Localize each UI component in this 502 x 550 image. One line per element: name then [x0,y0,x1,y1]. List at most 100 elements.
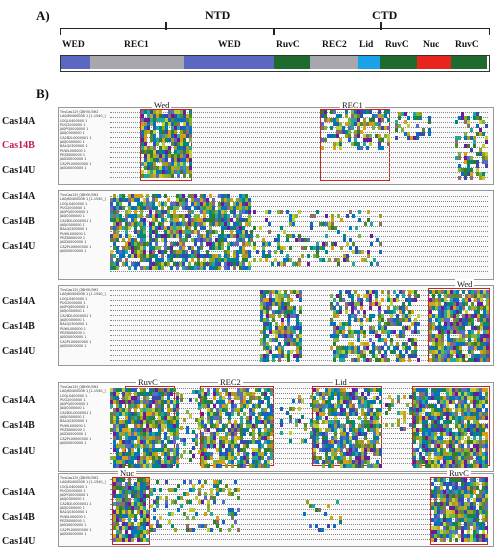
alignment-cell [113,534,116,538]
alignment-cell [443,518,446,522]
alignment-cell [182,262,185,266]
alignment-cell [158,246,161,250]
alignment-cell [422,404,425,408]
alignment-cell [340,408,343,412]
alignment-cell [422,400,425,404]
alignment-cell [349,440,352,444]
alignment-cell [360,146,363,150]
alignment-cell [408,314,411,318]
alignment-cell [464,518,467,522]
alignment-cell [328,460,331,464]
alignment-cell [140,464,143,468]
alignment-cell [456,346,459,350]
alignment-cell [413,448,416,452]
alignment-cell [158,194,161,198]
alignment-cell [467,420,470,424]
alignment-cell [339,114,342,118]
alignment-cell [333,118,336,122]
alignment-cell [449,392,452,396]
alignment-cell [173,452,176,456]
alignment-cell [125,416,128,420]
alignment-cell [180,496,183,500]
alignment-cell [128,392,131,396]
alignment-cell [369,314,372,318]
alignment-cell [248,202,251,206]
alignment-cell [173,424,176,428]
alignment-cell [246,440,249,444]
alignment-cell [149,258,152,262]
alignment-cell [183,512,186,516]
alignment-cell [258,428,261,432]
alignment-cell [321,110,324,114]
alignment-cell [116,238,119,242]
alignment-cell [116,436,119,440]
alignment-cell [152,238,155,242]
alignment-cell [482,510,485,514]
alignment-cell [234,480,237,484]
alignment-cell [458,392,461,396]
alignment-cell [422,432,425,436]
alignment-cell [140,444,143,448]
alignment-cell [164,424,167,428]
alignment-cell [299,354,302,358]
alignment-cell [204,404,207,408]
alignment-cell [231,424,234,428]
alignment-cell [212,202,215,206]
alignment-cell [333,122,336,126]
alignment-cell [270,424,273,428]
alignment-cell [408,358,411,362]
alignment-cell [443,498,446,502]
alignment-cell [231,400,234,404]
alignment-cell [444,326,447,330]
alignment-cell [372,350,375,354]
alignment-cell [239,266,242,270]
alignment-cell [174,150,177,154]
alignment-cell [470,412,473,416]
alignment-cell [364,420,367,424]
alignment-cell [143,478,146,482]
alignment-cell [231,436,234,440]
alignment-cell [119,486,122,490]
alignment-cell [485,136,488,140]
alignment-cell [113,242,116,246]
alignment-cell [459,330,462,334]
alignment-cell [461,444,464,448]
alignment-cell [204,512,207,516]
alignment-cell [441,354,444,358]
alignment-cell [122,412,125,416]
alignment-cell [298,419,301,423]
alignment-cell [156,166,159,170]
alignment-cell [180,166,183,170]
alignment-cell [316,432,319,436]
alignment-cell [473,144,476,148]
alignment-cell [373,258,376,262]
alignment-cell [434,388,437,392]
alignment-cell [170,206,173,210]
alignment-cell [355,436,358,440]
alignment-cell [246,428,249,432]
alignment-cell [462,314,465,318]
alignment-cell [158,436,161,440]
alignment-cell [355,440,358,444]
alignment-cell [213,440,216,444]
alignment-cell [464,144,467,148]
alignment-cell [140,440,143,444]
alignment-cell [225,424,228,428]
alignment-cell [396,346,399,350]
alignment-cell [284,290,287,294]
alignment-cell [339,520,342,524]
alignment-cell [171,500,174,504]
alignment-cell [177,118,180,122]
alignment-cell [179,226,182,230]
alignment-cell [216,408,219,412]
ctd-brace [274,28,490,35]
alignment-cell [345,310,348,314]
alignment-cell [470,522,473,526]
alignment-cell [325,214,328,218]
alignment-cell [140,482,143,486]
alignment-cell [429,310,432,314]
alignment-cell [372,314,375,318]
alignment-cell [333,142,336,146]
alignment-cell [116,206,119,210]
alignment-cell [146,460,149,464]
